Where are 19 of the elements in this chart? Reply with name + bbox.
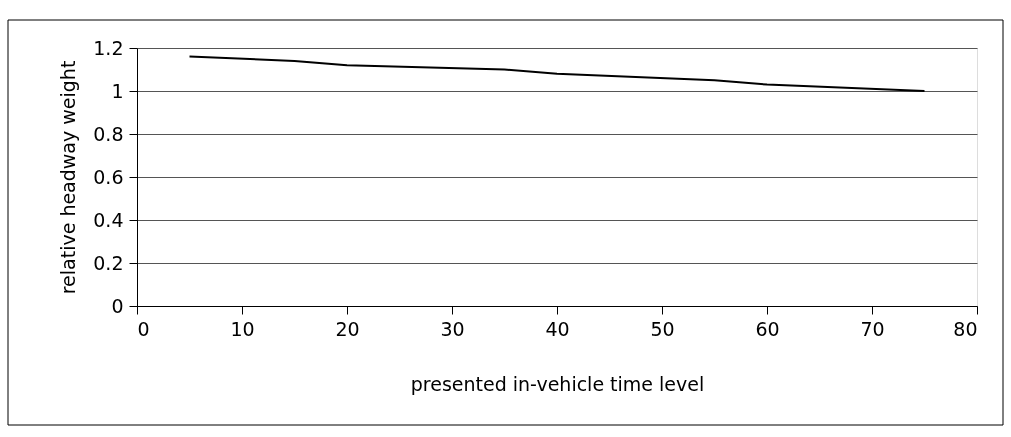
y-tick-label: 1.2: [93, 36, 124, 59]
y-axis-title: relative headway weight: [57, 60, 80, 295]
line-series: [188, 55, 926, 92]
y-tick-label: 0.2: [93, 251, 124, 274]
x-tick-label: 60: [755, 317, 780, 340]
y-tick-label: 0.6: [93, 165, 124, 188]
y-tick-label: 1: [111, 79, 124, 102]
x-tick-label: 30: [440, 317, 465, 340]
x-tick-label: 0: [137, 317, 150, 340]
x-axis-title: presented in-vehicle time level: [410, 372, 705, 395]
x-tick-label: 50: [650, 317, 675, 340]
x-tick-label: 80: [953, 317, 978, 340]
x-tick-label: 40: [545, 317, 570, 340]
y-tick-label: 0.4: [93, 208, 124, 231]
x-tick-label: 10: [230, 317, 255, 340]
x-tick-label: 20: [335, 317, 360, 340]
y-tick-label: 0: [111, 294, 124, 317]
y-tick-label: 0.8: [93, 122, 124, 145]
x-tick-label: 70: [860, 317, 885, 340]
